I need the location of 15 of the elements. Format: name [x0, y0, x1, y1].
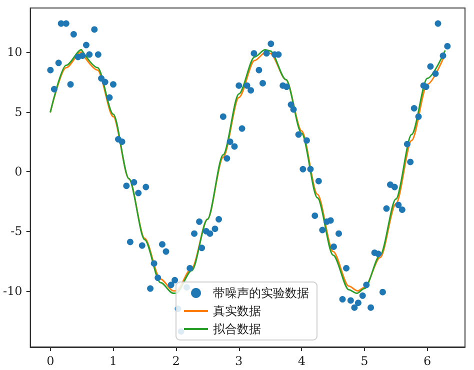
- legend-label: 拟合数据: [213, 322, 261, 336]
- legend-label: 真实数据: [213, 304, 261, 318]
- legend-label: 带噪声的实验数据: [213, 286, 309, 300]
- y-tick-label: 5: [14, 104, 22, 119]
- x-tick-label: 2: [172, 354, 180, 368]
- y-tick-label: 10: [7, 45, 22, 60]
- y-tick-label: 0: [14, 164, 22, 179]
- x-tick-label: 4: [298, 354, 306, 368]
- x-tick-label: 6: [423, 354, 432, 368]
- x-tick-label: 1: [109, 354, 118, 368]
- x-tick-label: 0: [46, 354, 54, 368]
- x-tick-label: 5: [360, 354, 368, 368]
- y-tick-label: -5: [10, 224, 22, 238]
- x-tick-label: 3: [235, 354, 243, 368]
- y-tick-label: -10: [2, 284, 22, 298]
